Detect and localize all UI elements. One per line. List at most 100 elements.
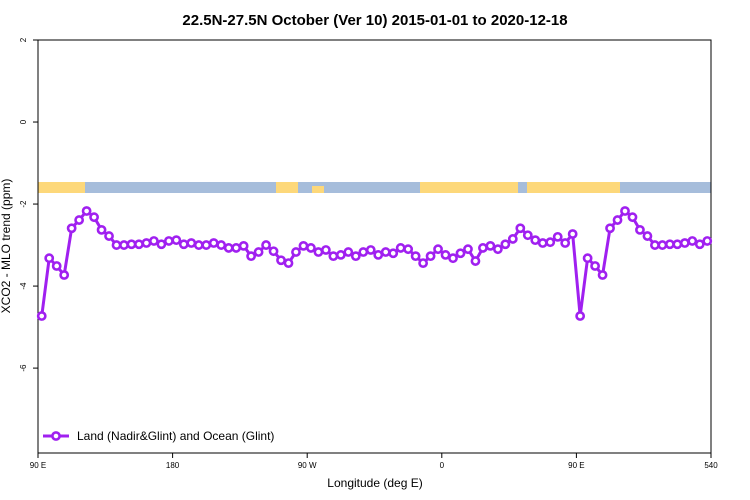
legend-label: Land (Nadir&Glint) and Ocean (Glint) xyxy=(77,429,274,443)
y-tick-label: 0 xyxy=(19,119,28,124)
data-point xyxy=(507,234,518,244)
data-point xyxy=(268,246,279,257)
data-point xyxy=(410,251,421,262)
data-point xyxy=(635,224,645,235)
data-point xyxy=(702,236,713,246)
data-point xyxy=(306,243,316,253)
data-point xyxy=(163,236,174,246)
data-point xyxy=(238,240,249,251)
y-tick-label: -4 xyxy=(19,282,28,290)
data-point xyxy=(545,237,556,248)
legend-swatch-marker xyxy=(51,431,61,441)
data-point xyxy=(223,243,234,253)
data-point xyxy=(343,247,354,257)
data-point xyxy=(567,229,578,239)
data-point xyxy=(283,258,294,269)
chart-title: 22.5N-27.5N October (Ver 10) 2015-01-01 … xyxy=(182,12,567,29)
data-point xyxy=(298,240,309,251)
x-tick-label: 180 xyxy=(166,461,180,470)
data-point xyxy=(358,247,369,257)
data-point xyxy=(455,248,466,259)
data-point xyxy=(141,238,152,248)
data-point xyxy=(96,224,107,235)
data-point xyxy=(612,215,623,225)
data-point xyxy=(448,253,458,264)
data-point xyxy=(111,240,122,250)
data-point xyxy=(522,230,533,241)
data-point xyxy=(694,239,705,250)
data-point xyxy=(276,255,286,266)
data-point xyxy=(657,240,668,250)
data-point xyxy=(664,239,675,250)
land-ocean-strip xyxy=(38,182,711,193)
data-point xyxy=(470,256,481,266)
x-axis-label: Longitude (deg E) xyxy=(327,476,422,490)
data-point xyxy=(485,240,496,251)
data-point xyxy=(126,239,137,250)
data-point xyxy=(642,231,653,241)
data-point xyxy=(208,238,219,248)
data-point xyxy=(149,236,159,246)
data-point xyxy=(597,270,608,280)
data-point xyxy=(433,244,443,255)
data-point xyxy=(530,235,541,246)
data-point xyxy=(335,250,346,260)
data-point xyxy=(500,239,511,250)
data-point xyxy=(575,311,586,321)
data-point xyxy=(156,239,167,250)
data-point xyxy=(515,223,526,234)
data-point xyxy=(672,239,683,250)
data-point xyxy=(687,236,698,246)
data-point xyxy=(193,240,204,250)
data-point xyxy=(186,238,197,248)
data-point xyxy=(201,240,212,250)
data-point xyxy=(560,238,571,248)
data-point xyxy=(492,244,503,255)
data-point xyxy=(440,250,451,260)
data-point xyxy=(59,270,70,280)
data-point xyxy=(253,247,264,257)
data-point xyxy=(51,261,62,271)
data-point xyxy=(403,244,414,255)
data-point xyxy=(320,245,331,255)
data-point xyxy=(74,215,85,225)
data-point xyxy=(119,240,129,250)
data-point xyxy=(246,251,257,262)
data-point xyxy=(216,240,227,250)
data-point xyxy=(36,311,47,321)
data-point xyxy=(44,253,55,264)
data-point xyxy=(171,235,182,246)
plot-frame xyxy=(37,39,712,454)
x-tick-label: 90 E xyxy=(30,461,46,470)
data-point xyxy=(104,231,114,241)
y-tick-label: 2 xyxy=(19,37,28,42)
data-point xyxy=(537,238,548,248)
data-point xyxy=(291,247,301,257)
x-tick-label: 0 xyxy=(440,461,445,470)
data-point xyxy=(373,250,384,260)
data-point xyxy=(463,244,473,255)
data-point xyxy=(231,243,242,253)
data-point xyxy=(582,253,593,264)
x-tick-label: 90 W xyxy=(298,461,317,470)
data-point xyxy=(478,243,488,253)
data-point xyxy=(650,240,660,250)
data-point xyxy=(89,212,99,223)
data-point xyxy=(313,247,324,257)
data-point xyxy=(679,238,690,248)
data-point xyxy=(81,206,92,216)
y-tick-label: -2 xyxy=(19,200,28,208)
y-tick-label: -6 xyxy=(19,364,28,372)
data-point xyxy=(328,251,339,262)
data-point xyxy=(350,251,361,262)
data-point xyxy=(261,240,271,250)
data-point xyxy=(620,206,630,216)
x-tick-label: 90 E xyxy=(568,461,584,470)
data-point xyxy=(365,245,376,255)
x-tick-label: 540 xyxy=(704,461,718,470)
data-point xyxy=(66,223,77,234)
data-point xyxy=(425,251,436,262)
data-point xyxy=(134,239,144,250)
data-point xyxy=(178,239,189,250)
